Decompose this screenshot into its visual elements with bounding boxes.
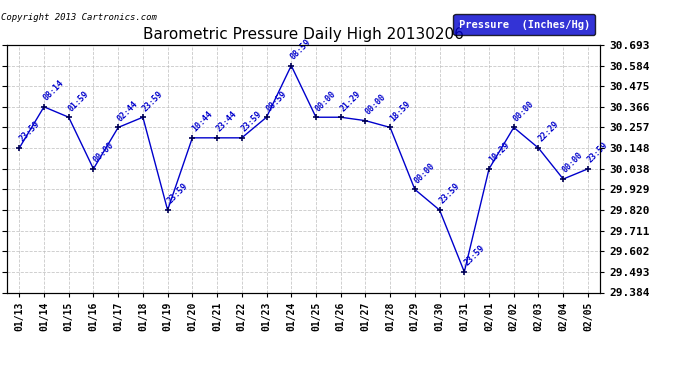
Text: 23:59: 23:59	[586, 141, 610, 165]
Text: 08:59: 08:59	[289, 38, 313, 62]
Text: 01:59: 01:59	[66, 89, 90, 113]
Text: 02:44: 02:44	[116, 99, 140, 123]
Text: 00:00: 00:00	[363, 92, 387, 117]
Text: 23:59: 23:59	[166, 182, 190, 206]
Text: Copyright 2013 Cartronics.com: Copyright 2013 Cartronics.com	[1, 13, 157, 22]
Text: 23:59: 23:59	[239, 110, 264, 134]
Title: Barometric Pressure Daily High 20130206: Barometric Pressure Daily High 20130206	[143, 27, 464, 42]
Text: 23:59: 23:59	[437, 182, 462, 206]
Text: 00:00: 00:00	[561, 151, 585, 175]
Text: 22:29: 22:29	[536, 120, 560, 144]
Text: 00:00: 00:00	[314, 89, 338, 113]
Text: 23:44: 23:44	[215, 110, 239, 134]
Text: 23:59: 23:59	[17, 120, 41, 144]
Text: 08:59: 08:59	[264, 89, 288, 113]
Text: 10:29: 10:29	[487, 141, 511, 165]
Text: 00:00: 00:00	[91, 141, 115, 165]
Text: 08:14: 08:14	[42, 79, 66, 103]
Text: 23:59: 23:59	[141, 89, 165, 113]
Legend: Pressure  (Inches/Hg): Pressure (Inches/Hg)	[453, 14, 595, 35]
Text: 00:00: 00:00	[511, 99, 535, 123]
Text: 23:59: 23:59	[462, 244, 486, 268]
Text: 18:59: 18:59	[388, 99, 412, 123]
Text: 00:00: 00:00	[413, 161, 437, 185]
Text: 10:44: 10:44	[190, 110, 214, 134]
Text: 21:29: 21:29	[339, 89, 362, 113]
